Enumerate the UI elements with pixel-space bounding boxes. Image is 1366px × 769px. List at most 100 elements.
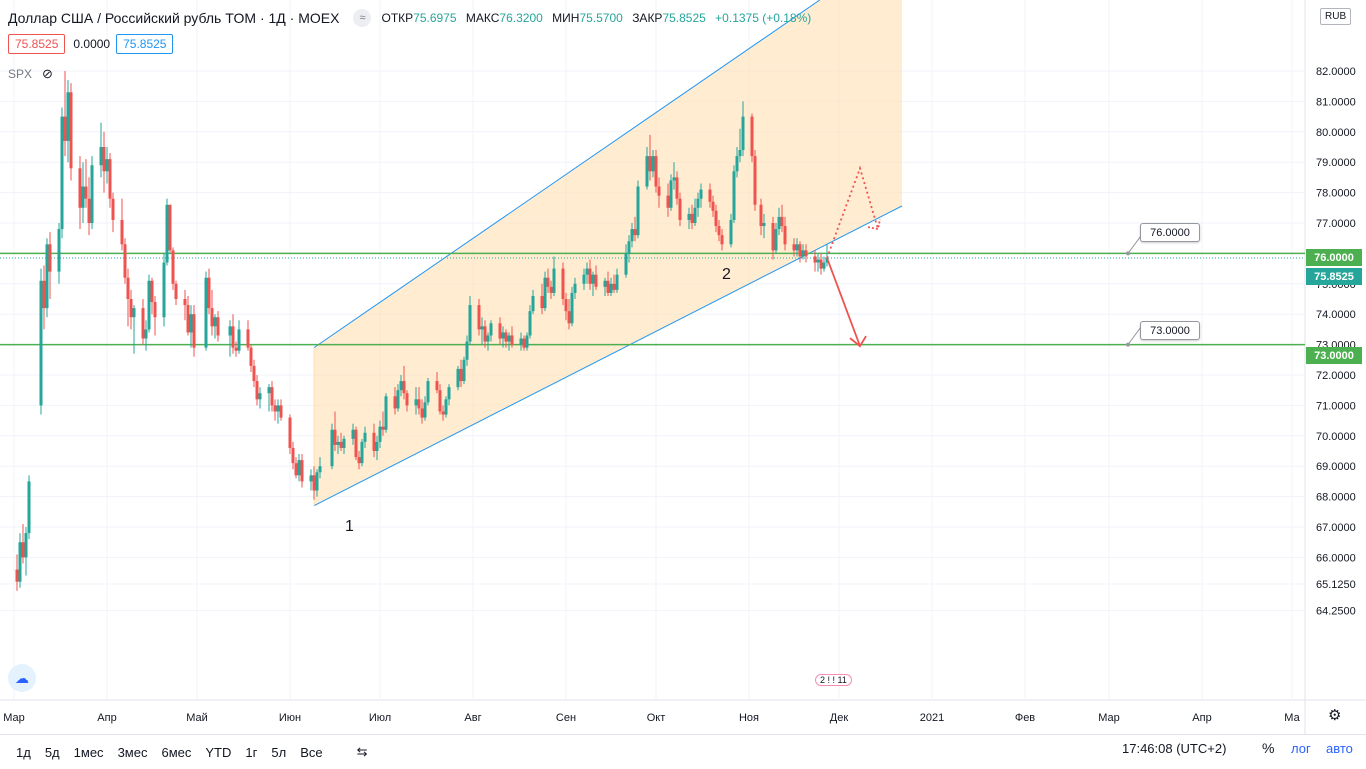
candle-body	[762, 223, 766, 227]
candle-body	[636, 186, 640, 236]
wave-label-1: 1	[345, 518, 354, 535]
candle-body	[717, 226, 721, 236]
candle-body	[15, 569, 19, 582]
candle-body	[498, 323, 502, 339]
candle-body	[480, 326, 484, 330]
candle-body	[375, 441, 379, 451]
candle-body	[111, 198, 115, 220]
economic-event-badge[interactable]: 2 ! ! 11	[815, 674, 852, 686]
high-value: 76.3200	[499, 11, 543, 25]
candle-body	[582, 274, 586, 284]
candle-body	[465, 341, 469, 360]
range-button[interactable]: 3мес	[117, 744, 148, 760]
candle-body	[258, 393, 262, 400]
x-tick-label: Ноя	[739, 712, 759, 724]
candle-body	[468, 305, 472, 342]
y-tick-label: 70.0000	[1316, 431, 1356, 443]
candle-body	[417, 399, 421, 409]
candle-body	[819, 259, 823, 269]
candle-body	[630, 229, 634, 242]
candle-body	[171, 250, 175, 284]
candle-body	[507, 335, 511, 342]
candle-body	[585, 268, 589, 275]
candle-body	[141, 308, 145, 339]
candle-body	[27, 481, 31, 534]
log-toggle[interactable]: лог	[1291, 741, 1311, 756]
candle-body	[759, 204, 763, 227]
candle-body	[291, 447, 295, 464]
candle-body	[627, 241, 631, 254]
candle-body	[477, 305, 481, 330]
range-button[interactable]: YTD	[205, 744, 232, 760]
x-tick-label: Мар	[3, 712, 25, 724]
y-tick-label: 78.0000	[1316, 188, 1356, 200]
price-chart[interactable]: 82.0000 81.0000 80.0000 79.0000 78.0000 77.00…	[0, 0, 1366, 734]
candle-body	[102, 147, 106, 172]
gear-icon[interactable]: ⚙	[1328, 707, 1342, 724]
candle-body	[729, 219, 733, 245]
candle-body	[603, 280, 607, 287]
level-callout-76[interactable]: 76.0000	[1140, 223, 1200, 242]
candle-body	[21, 542, 25, 558]
forecast-arrow-up-head	[867, 218, 881, 231]
price-tag-last: 75.8525	[1306, 268, 1362, 285]
candle-body	[183, 299, 187, 306]
candle-body	[339, 441, 343, 448]
candle-body	[63, 116, 67, 141]
ask-value[interactable]: 75.8525	[116, 34, 174, 54]
range-button[interactable]: 5л	[271, 744, 287, 760]
eye-hidden-icon[interactable]: ⊘	[42, 66, 53, 81]
auto-toggle[interactable]: авто	[1326, 741, 1353, 756]
candle-body	[699, 189, 703, 199]
candle-body	[693, 207, 697, 223]
candle-body	[24, 533, 28, 558]
candle-body	[435, 381, 439, 391]
range-button[interactable]: 1г	[245, 744, 258, 760]
bottom-toolbar: 1д 5д 1мес 3мес 6мес YTD 1г 5л Все ⇆	[0, 734, 1366, 769]
candle-body	[153, 302, 157, 318]
candle-body	[381, 426, 385, 430]
candle-body	[816, 259, 820, 263]
bid-value[interactable]: 75.8525	[8, 34, 66, 54]
candle-body	[279, 405, 283, 418]
compare-icon[interactable]: ⇆	[356, 744, 368, 759]
candle-body	[696, 198, 700, 208]
range-button[interactable]: 1д	[16, 744, 31, 760]
candle-body	[738, 150, 742, 157]
candle-body	[360, 441, 364, 464]
candle-body	[342, 438, 346, 448]
candle-body	[783, 226, 787, 245]
range-button[interactable]: 5д	[44, 744, 60, 760]
candle-body	[549, 286, 553, 293]
range-button[interactable]: Все	[300, 744, 323, 760]
candle-body	[87, 198, 91, 223]
candle-body	[396, 390, 400, 409]
candle-body	[99, 147, 103, 166]
close-label: ЗАКР	[632, 11, 663, 25]
candle-body	[336, 441, 340, 445]
candle-body	[687, 213, 691, 220]
clock[interactable]: 17:46:08 (UTC+2)	[1122, 741, 1227, 756]
symbol-title[interactable]: Доллар США / Российский рубль TOM · 1Д ·…	[8, 10, 340, 26]
indicator-pill[interactable]: ≈	[353, 9, 372, 27]
candle-body	[813, 256, 817, 263]
tradingview-logo-icon[interactable]: ☁	[8, 664, 36, 692]
candle-body	[354, 429, 358, 458]
level-callout-73[interactable]: 73.0000	[1140, 321, 1200, 340]
candle-body	[426, 381, 430, 403]
candle-body	[669, 180, 673, 208]
x-tick-label: Авг	[464, 712, 481, 724]
high-label: МАКС	[465, 11, 500, 25]
candle-body	[384, 396, 388, 430]
candle-body	[66, 92, 70, 141]
candle-body	[441, 411, 445, 415]
range-button[interactable]: 6мес	[161, 744, 192, 760]
range-button[interactable]: 1мес	[73, 744, 104, 760]
candle-body	[771, 223, 775, 251]
currency-button[interactable]: RUB	[1320, 8, 1352, 25]
candle-body	[300, 460, 304, 482]
percent-toggle[interactable]: %	[1262, 740, 1275, 756]
candle-body	[234, 347, 238, 351]
candle-body	[357, 457, 361, 464]
